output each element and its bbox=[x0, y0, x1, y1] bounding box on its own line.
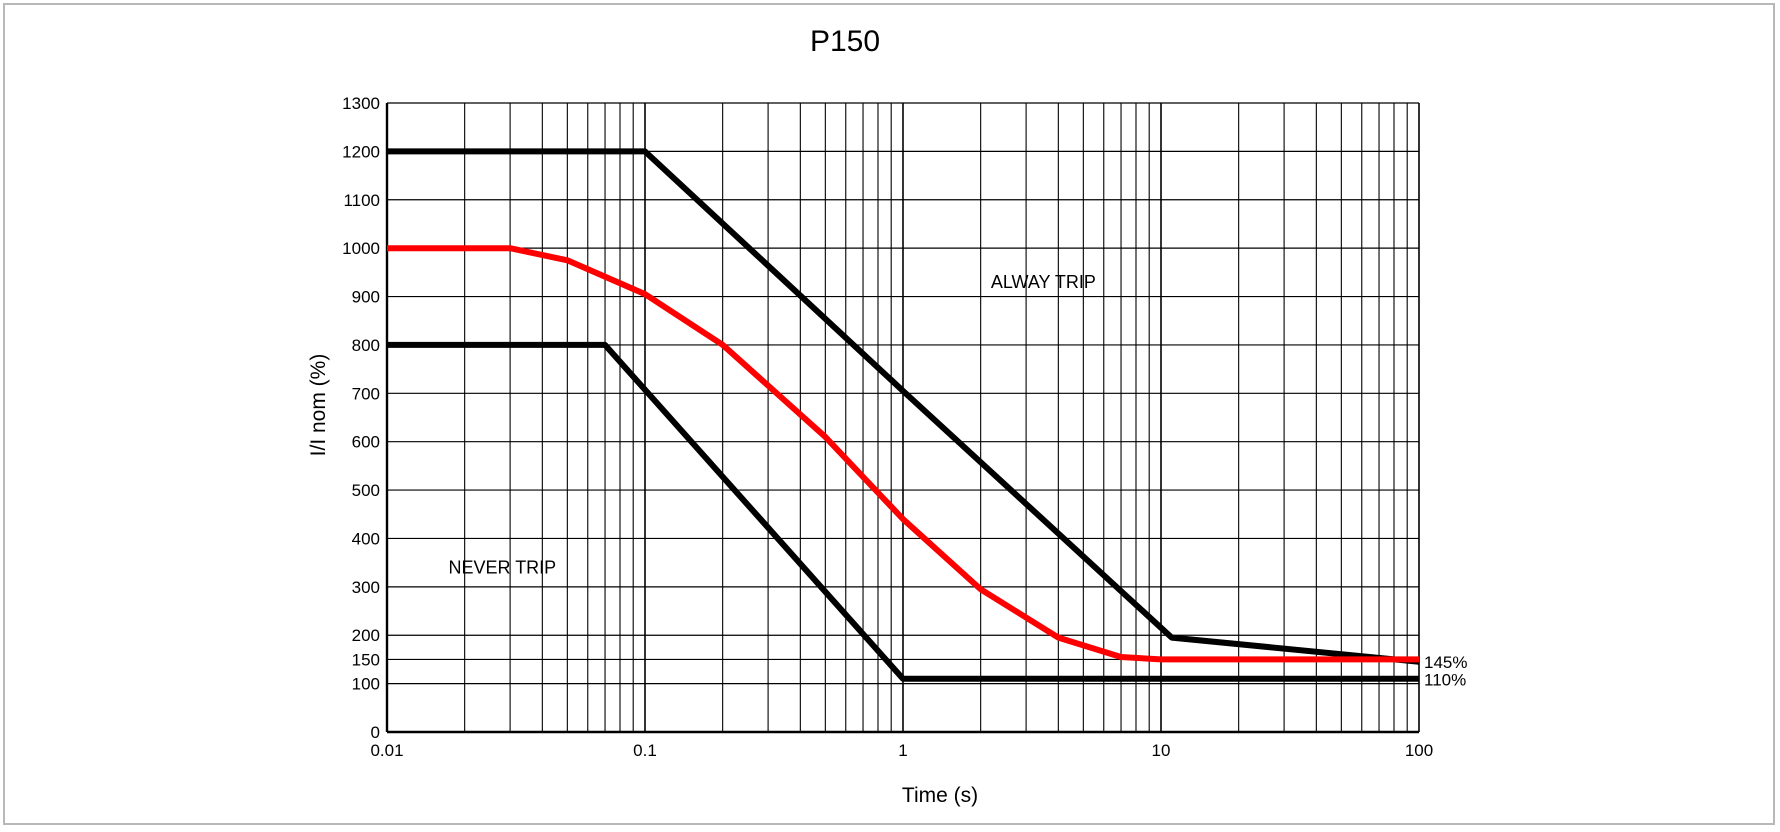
y-tick-label: 1100 bbox=[343, 191, 380, 210]
y-tick-label: 150 bbox=[352, 650, 380, 669]
annotations: ALWAY TRIP NEVER TRIP 145%110% bbox=[449, 272, 1468, 690]
grid bbox=[385, 102, 1420, 734]
y-tick-label: 0 bbox=[371, 723, 380, 742]
chart-title: P150 bbox=[810, 25, 880, 58]
y-tick-label: 500 bbox=[352, 481, 380, 500]
annotation-label: NEVER TRIP bbox=[449, 557, 557, 577]
y-tick-label: 1300 bbox=[342, 94, 380, 113]
annotation-label: 110% bbox=[1424, 671, 1466, 690]
annotation-label: ALWAY TRIP bbox=[991, 272, 1096, 292]
y-tick-label: 600 bbox=[352, 433, 380, 452]
y-tick-label: 100 bbox=[352, 675, 380, 694]
series-line-1 bbox=[387, 148, 1420, 665]
y-tick-label: 300 bbox=[352, 578, 380, 597]
tick-labels: 0100150200300400500600700800900100011001… bbox=[342, 94, 1433, 760]
x-tick-label: 1 bbox=[898, 741, 907, 760]
x-tick-label: 0.1 bbox=[633, 741, 657, 760]
x-tick-label: 100 bbox=[1405, 741, 1433, 760]
y-axis-title: I/I nom (%) bbox=[307, 354, 330, 457]
x-axis-title: Time (s) bbox=[902, 784, 978, 807]
series-line-3 bbox=[387, 341, 1419, 682]
trip-curve-chart: 0100150200300400500600700800900100011001… bbox=[307, 25, 1468, 807]
y-tick-label: 700 bbox=[352, 384, 380, 403]
annotation-label: 145% bbox=[1424, 653, 1467, 672]
y-tick-label: 1000 bbox=[342, 239, 380, 258]
y-tick-label: 800 bbox=[352, 336, 380, 355]
series-line-2 bbox=[387, 245, 1419, 663]
y-tick-label: 400 bbox=[352, 529, 380, 548]
x-tick-label: 10 bbox=[1152, 741, 1171, 760]
y-tick-label: 200 bbox=[352, 626, 380, 645]
y-tick-label: 900 bbox=[352, 288, 380, 307]
series-group bbox=[387, 148, 1420, 682]
x-tick-label: 0.01 bbox=[370, 741, 403, 760]
chart-frame: 0 100 150 200 300 400 500 600 700 800 900 1000 1100 1… bbox=[3, 3, 1775, 825]
y-tick-label: 1200 bbox=[342, 142, 380, 161]
